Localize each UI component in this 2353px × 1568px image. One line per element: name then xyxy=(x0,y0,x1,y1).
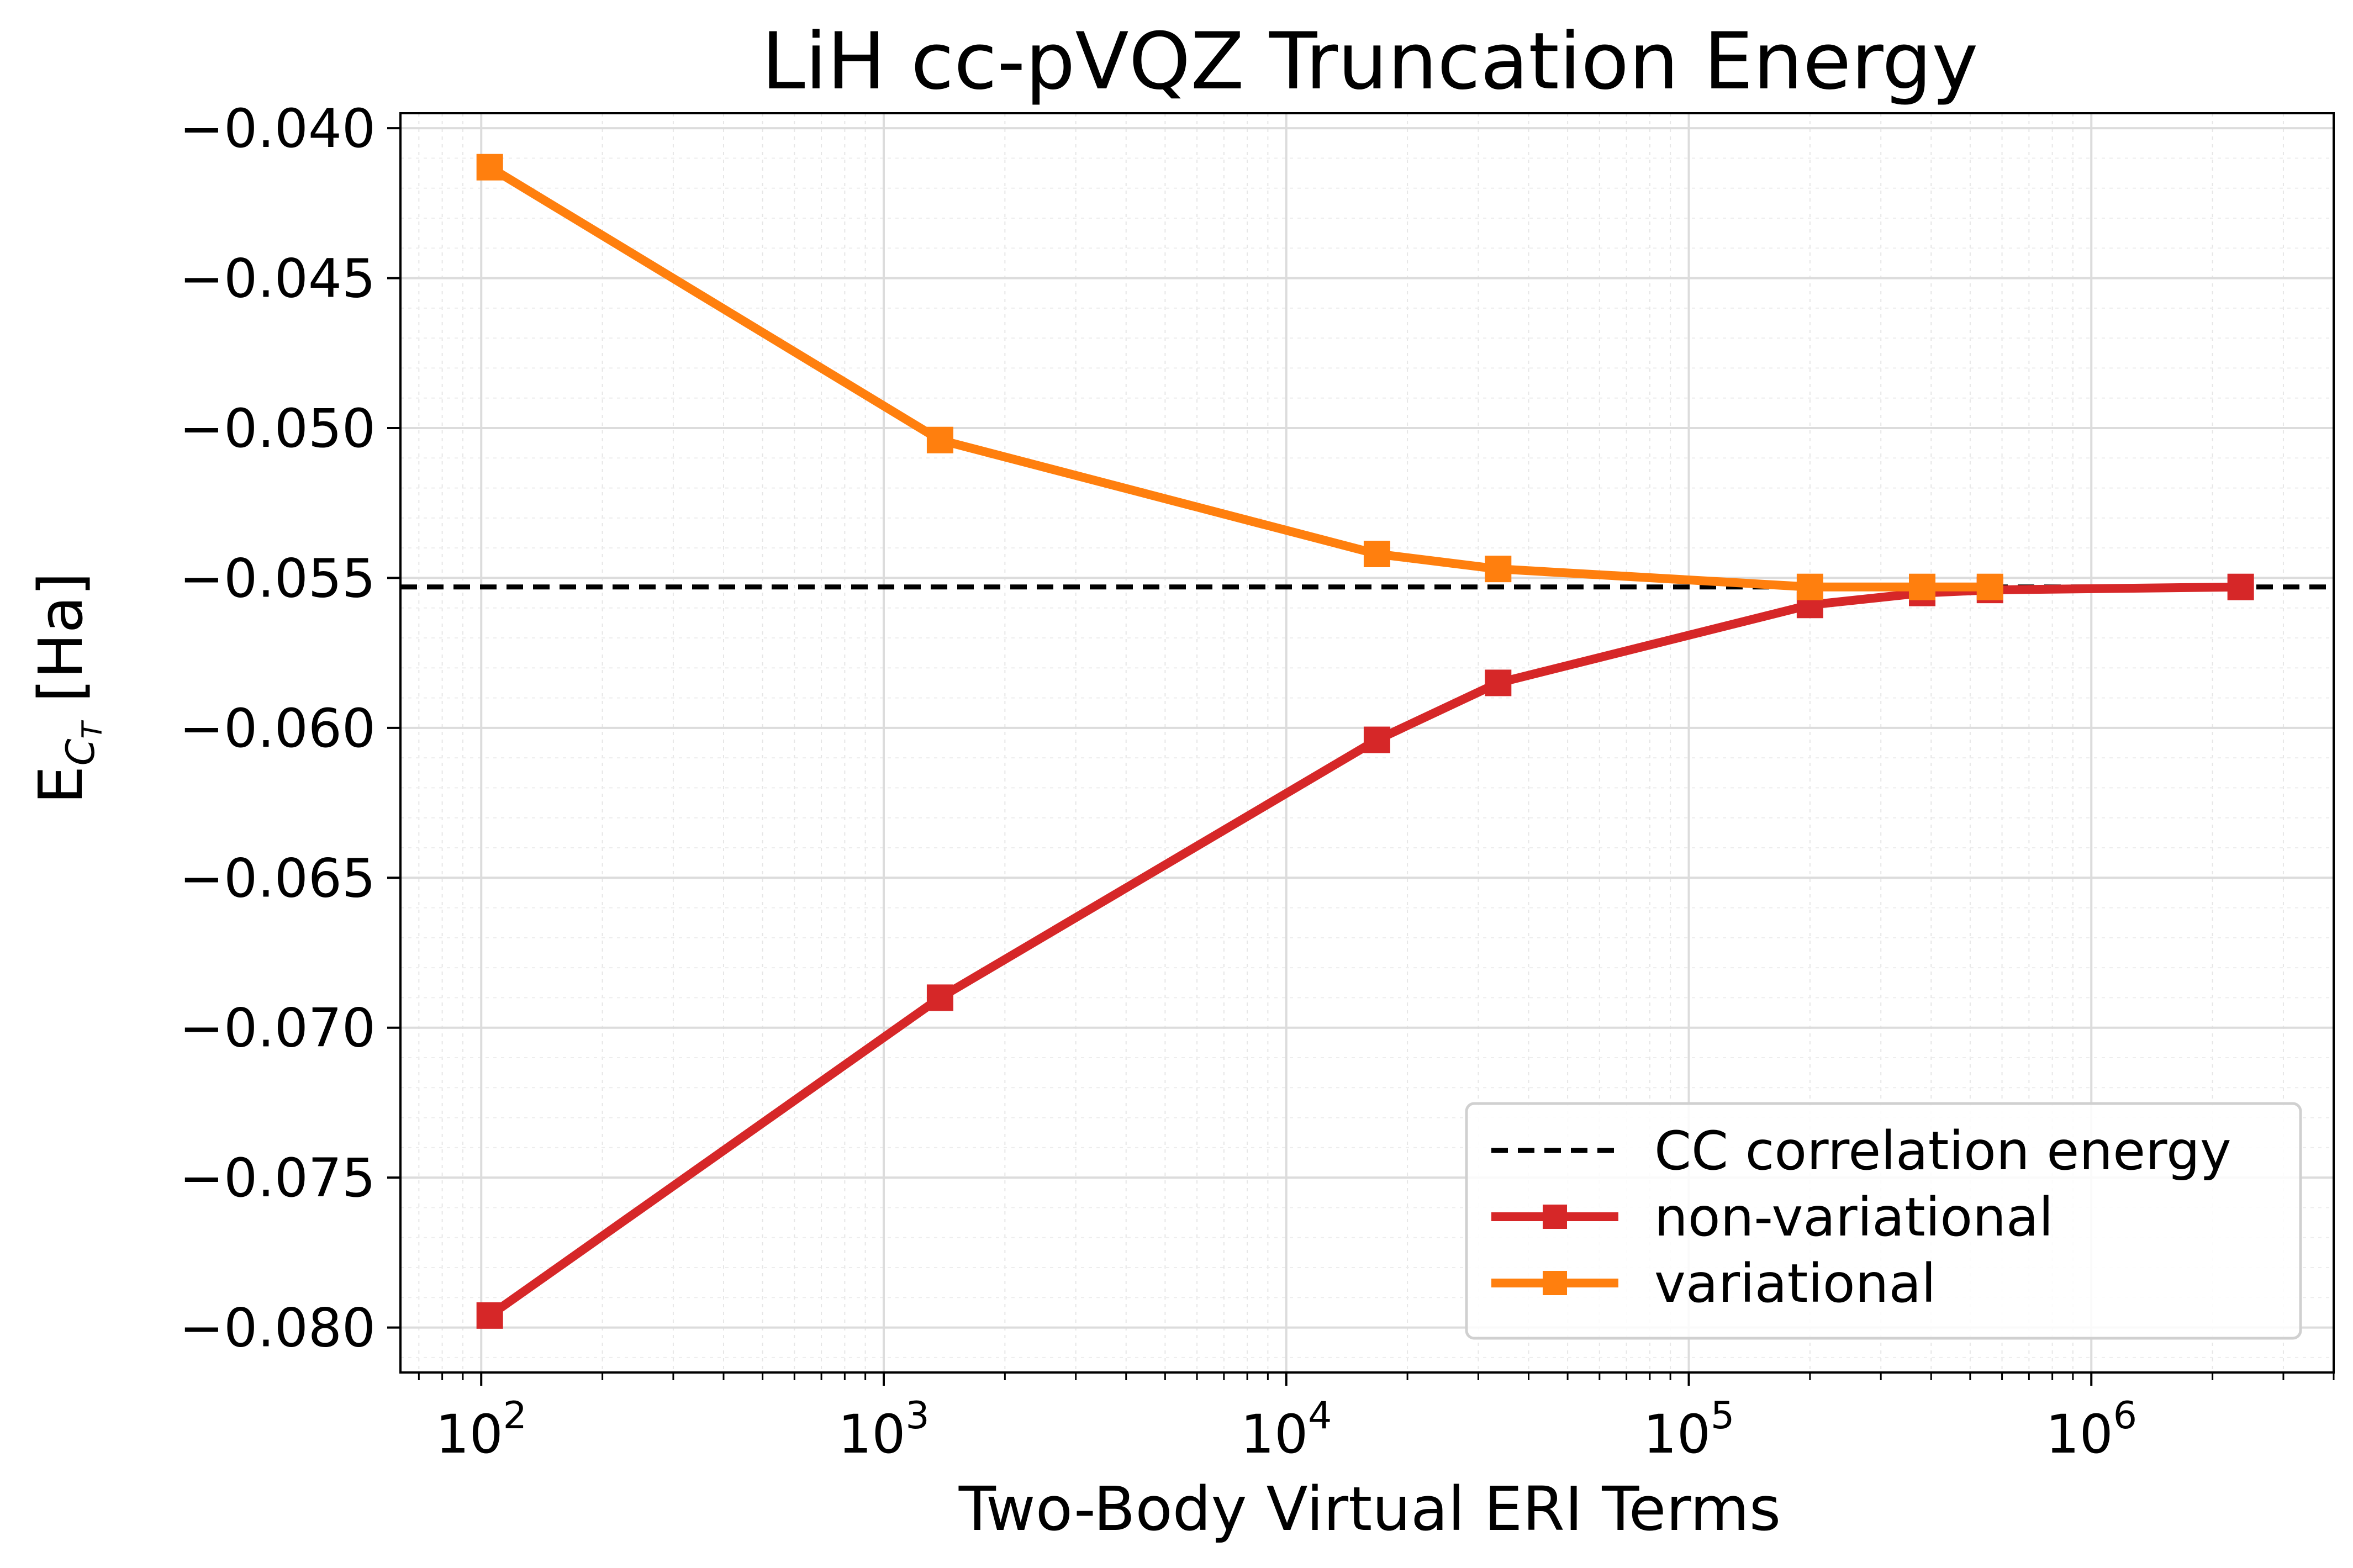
x-tick-exponent: 3 xyxy=(905,1394,929,1438)
data-point-non-variational xyxy=(926,984,953,1011)
x-tick-base: 10 xyxy=(2046,1403,2113,1465)
data-point-variational xyxy=(1976,573,2003,600)
x-tick-base: 10 xyxy=(1643,1403,1711,1465)
y-tick-label: −0.070 xyxy=(180,997,376,1059)
x-tick-base: 10 xyxy=(1241,1403,1308,1465)
data-point-variational xyxy=(1485,556,1512,583)
x-tick-label: 103 xyxy=(838,1394,929,1465)
data-point-non-variational xyxy=(2227,573,2254,600)
data-point-variational xyxy=(476,154,503,181)
y-tick-label: −0.045 xyxy=(180,248,376,310)
x-tick-base: 10 xyxy=(436,1403,503,1465)
legend-box xyxy=(1465,1102,2302,1340)
y-tick-label: −0.050 xyxy=(180,398,376,460)
legend-marker-variational xyxy=(1543,1271,1567,1295)
data-point-variational xyxy=(926,426,953,453)
legend-marker-non-variational xyxy=(1543,1205,1567,1229)
data-point-variational xyxy=(1909,573,1936,600)
y-tick-label: −0.075 xyxy=(180,1147,376,1209)
x-tick-label: 102 xyxy=(436,1394,527,1465)
x-tick-exponent: 6 xyxy=(2113,1394,2137,1438)
y-tick-label: −0.080 xyxy=(180,1297,376,1359)
y-axis-title-subsub: T xyxy=(76,720,108,739)
x-tick-label: 104 xyxy=(1241,1394,1332,1465)
y-tick-label: −0.065 xyxy=(180,847,376,909)
data-point-variational xyxy=(1363,541,1390,567)
y-axis-title-unit: [Ha] xyxy=(25,572,96,722)
data-point-variational xyxy=(1796,573,1823,600)
x-tick-label: 105 xyxy=(1643,1394,1734,1465)
x-tick-exponent: 4 xyxy=(1308,1394,1332,1438)
data-point-non-variational xyxy=(1363,726,1390,753)
x-tick-exponent: 5 xyxy=(1711,1394,1734,1438)
legend-label-variational: variational xyxy=(1654,1253,1936,1314)
series-layer xyxy=(476,154,2254,1329)
y-axis-title: ECT [Ha] xyxy=(25,572,108,804)
x-tick-exponent: 2 xyxy=(503,1394,527,1438)
y-tick-label: −0.055 xyxy=(180,547,376,609)
y-tick-label: −0.040 xyxy=(180,98,376,160)
y-axis-title-main: E xyxy=(25,765,96,804)
data-point-non-variational xyxy=(476,1302,503,1329)
plot-frame xyxy=(399,112,2335,1374)
x-tick-base: 10 xyxy=(838,1403,905,1465)
x-axis-title: Two-Body Virtual ERI Terms xyxy=(958,1474,1781,1544)
x-tick-label: 106 xyxy=(2046,1394,2137,1465)
chart-title: LiH cc-pVQZ Truncation Energy xyxy=(762,16,1979,107)
data-point-non-variational xyxy=(1485,669,1512,696)
y-axis-ticks: −0.040 −0.045 −0.050 −0.055 −0.060 −0.065 −0.0… xyxy=(180,98,400,1359)
y-axis-title-sub: C xyxy=(58,738,103,765)
legend: CC correlation energy non-variational va… xyxy=(1465,1102,2302,1340)
legend-label-cc: CC correlation energy xyxy=(1654,1120,2231,1182)
y-tick-label: −0.060 xyxy=(180,698,376,759)
x-axis-ticks: 102 103 104 105 106 xyxy=(418,1372,2335,1465)
legend-label-non-variational: non-variational xyxy=(1654,1186,2053,1248)
